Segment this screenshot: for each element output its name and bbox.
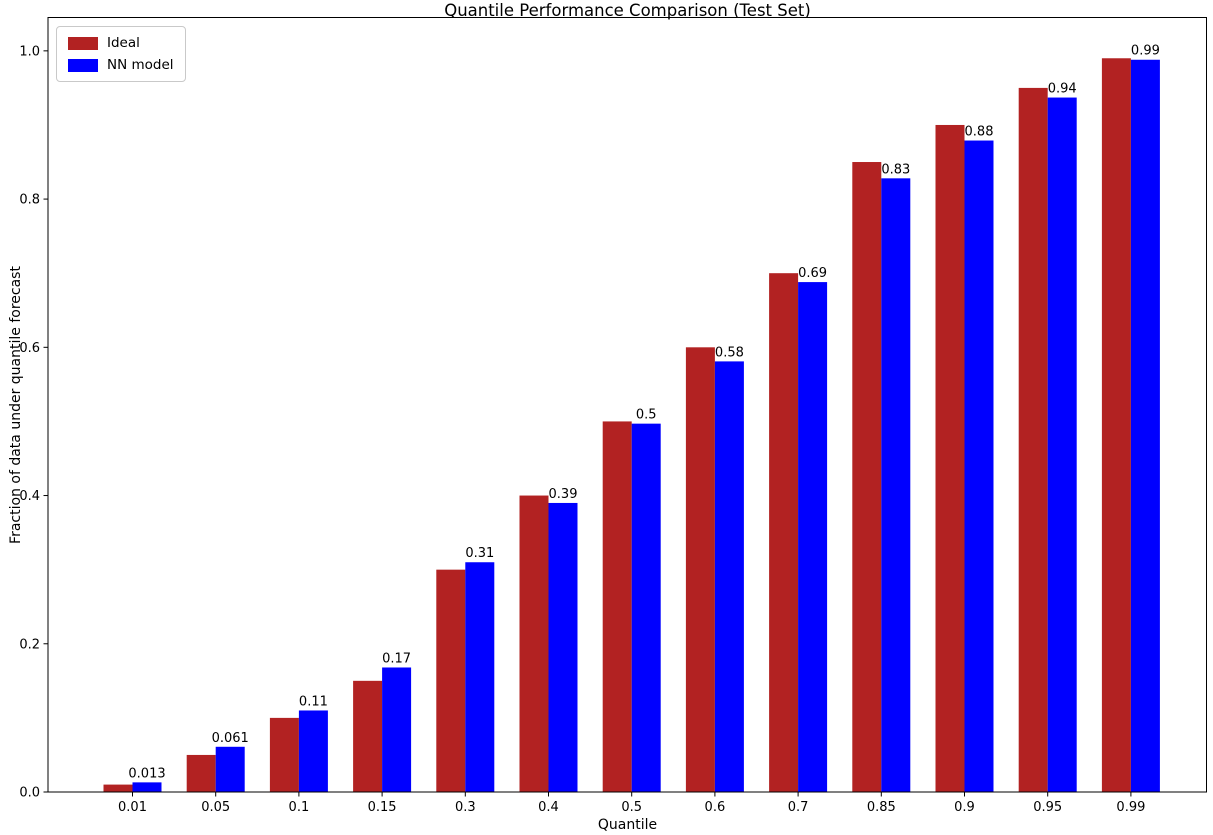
bar-nn-model-0.05 bbox=[215, 746, 245, 792]
x-tick-label: 0.4 bbox=[538, 800, 559, 815]
bar-nn-model-0.1 bbox=[298, 710, 328, 792]
legend-item-nn-model: NN model bbox=[68, 57, 174, 73]
bar-nn-model-0.7 bbox=[798, 282, 828, 792]
bar-value-label: 0.83 bbox=[881, 162, 910, 177]
bar-value-label: 0.88 bbox=[965, 125, 994, 140]
bar-value-label: 0.94 bbox=[1048, 82, 1077, 97]
bar-nn-model-0.4 bbox=[548, 502, 578, 792]
bar-nn-model-0.3 bbox=[465, 562, 495, 792]
bar-ideal-0.85 bbox=[852, 162, 882, 792]
x-tick-label: 0.9 bbox=[954, 800, 975, 815]
bar-ideal-0.4 bbox=[519, 495, 549, 792]
legend: Ideal NN model bbox=[56, 26, 186, 82]
plot-border bbox=[47, 17, 1207, 793]
y-tick-label: 0.6 bbox=[19, 341, 40, 356]
y-axis-label: Fraction of data under quantile forecast bbox=[8, 266, 24, 544]
bar-ideal-0.05 bbox=[186, 754, 216, 792]
bar-ideal-0.95 bbox=[1018, 87, 1048, 793]
bar-ideal-0.1 bbox=[269, 717, 299, 792]
bar-nn-model-0.85 bbox=[881, 178, 911, 792]
x-tick-label: 0.85 bbox=[867, 800, 896, 815]
chart-title: Quantile Performance Comparison (Test Se… bbox=[444, 1, 811, 20]
nn-model-swatch bbox=[68, 58, 98, 72]
bar-nn-model-0.9 bbox=[964, 140, 994, 792]
bar-value-label: 0.013 bbox=[128, 766, 165, 781]
bar-value-label: 0.39 bbox=[549, 487, 578, 502]
bar-value-label: 0.11 bbox=[299, 694, 328, 709]
bar-value-label: 0.99 bbox=[1131, 44, 1160, 59]
bar-ideal-0.9 bbox=[935, 124, 965, 793]
bar-ideal-0.15 bbox=[353, 680, 383, 792]
x-tick-label: 0.05 bbox=[201, 800, 230, 815]
bar-ideal-0.5 bbox=[602, 421, 632, 792]
bar-ideal-0.99 bbox=[1101, 58, 1131, 792]
bar-ideal-0.7 bbox=[769, 273, 799, 792]
y-tick-label: 0.4 bbox=[19, 489, 40, 504]
x-axis-label: Quantile bbox=[597, 817, 658, 833]
bar-value-label: 0.58 bbox=[715, 345, 744, 360]
legend-item-ideal: Ideal bbox=[68, 35, 174, 51]
bar-nn-model-0.6 bbox=[714, 361, 744, 792]
bar-ideal-0.3 bbox=[436, 569, 466, 792]
bar-value-label: 0.061 bbox=[212, 731, 249, 746]
bar-nn-model-0.99 bbox=[1130, 59, 1160, 792]
bar-value-label: 0.17 bbox=[382, 651, 411, 666]
x-tick-label: 0.1 bbox=[289, 800, 310, 815]
x-tick-label: 0.99 bbox=[1116, 800, 1145, 815]
bar-value-label: 0.5 bbox=[636, 408, 657, 423]
y-tick-label: 0.8 bbox=[19, 193, 40, 208]
x-tick-label: 0.5 bbox=[621, 800, 642, 815]
legend-label-ideal: Ideal bbox=[107, 35, 140, 51]
x-tick-label: 0.7 bbox=[788, 800, 809, 815]
bar-ideal-0.01 bbox=[103, 784, 133, 792]
x-tick-label: 0.15 bbox=[368, 800, 397, 815]
y-tick-label: 1.0 bbox=[19, 44, 40, 59]
y-tick-label: 0.2 bbox=[19, 637, 40, 652]
bar-value-label: 0.31 bbox=[465, 546, 494, 561]
bar-nn-model-0.5 bbox=[631, 423, 661, 792]
bar-nn-model-0.01 bbox=[132, 782, 162, 792]
x-tick-label: 0.01 bbox=[118, 800, 147, 815]
x-tick-label: 0.95 bbox=[1033, 800, 1062, 815]
x-tick-label: 0.3 bbox=[455, 800, 476, 815]
bar-ideal-0.6 bbox=[685, 347, 715, 792]
y-tick-label: 0.0 bbox=[19, 786, 40, 801]
bar-nn-model-0.15 bbox=[382, 667, 412, 792]
legend-label-nn-model: NN model bbox=[107, 57, 174, 73]
ideal-swatch bbox=[68, 36, 98, 50]
bar-value-label: 0.69 bbox=[798, 266, 827, 281]
x-tick-label: 0.6 bbox=[705, 800, 726, 815]
bar-nn-model-0.95 bbox=[1047, 97, 1077, 793]
